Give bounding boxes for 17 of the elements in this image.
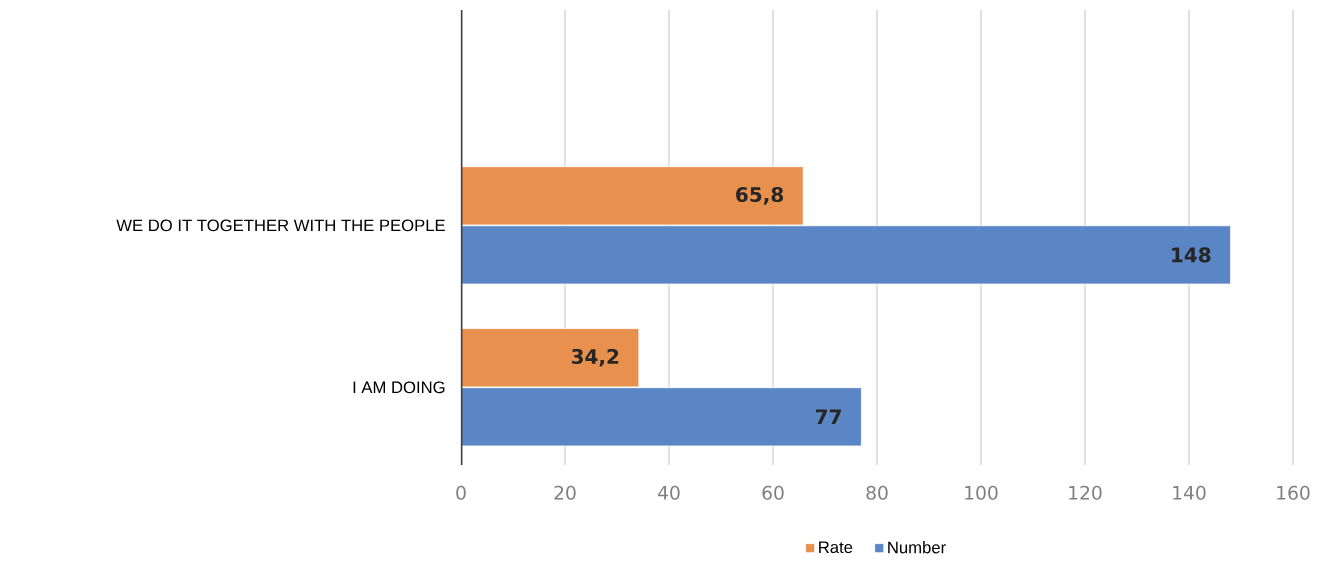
- y-tick-label: I AM DOING: [353, 381, 445, 394]
- legend-label: Number: [888, 541, 946, 554]
- x-tick-label: 160: [1277, 485, 1310, 500]
- data-label: 34,2: [571, 348, 619, 367]
- x-tick-label: 20: [554, 485, 576, 500]
- x-tick-label: 140: [1173, 485, 1206, 500]
- data-label: 65,8: [736, 186, 783, 205]
- data-label: 148: [1172, 247, 1211, 263]
- y-tick-label: WE DO IT TOGETHER WITH THE PEOPLE: [116, 219, 445, 232]
- x-tick-label: 120: [1069, 485, 1102, 500]
- data-label: 77: [815, 409, 841, 425]
- x-tick-label: 40: [658, 485, 680, 500]
- legend-label: Rate: [819, 541, 853, 554]
- x-tick-label: 100: [965, 485, 998, 500]
- x-tick-label: 60: [762, 485, 784, 500]
- x-tick-label: 0: [456, 485, 466, 500]
- x-tick-label: 80: [866, 485, 888, 500]
